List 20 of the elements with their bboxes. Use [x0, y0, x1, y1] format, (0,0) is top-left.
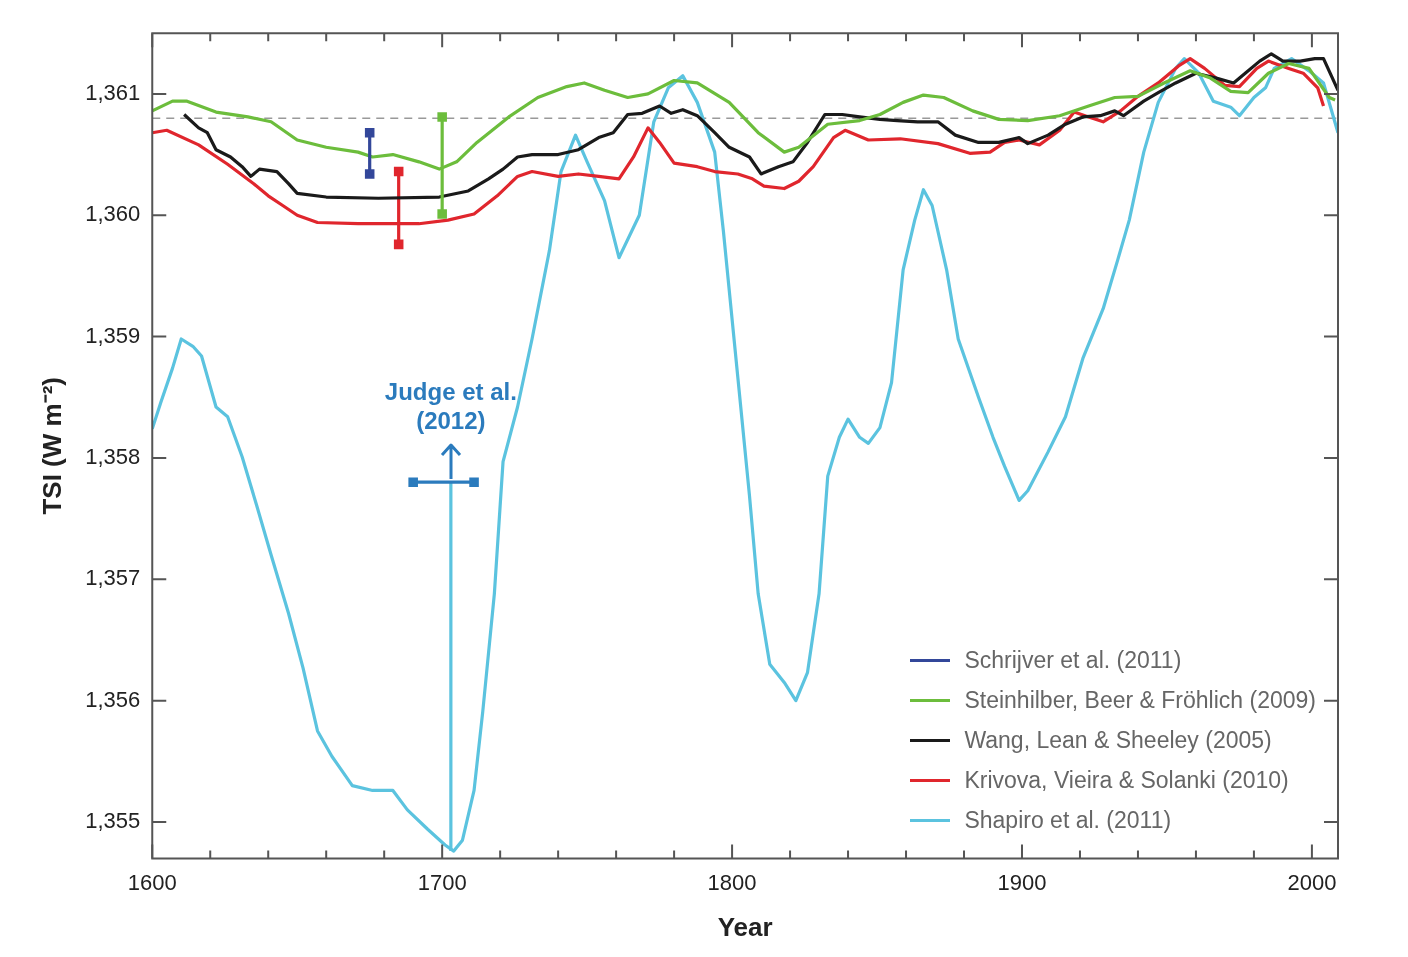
y-tick-label: 1,358 — [85, 444, 141, 469]
x-axis-title: Year — [717, 911, 773, 942]
y-tick-label: 1,357 — [85, 565, 141, 591]
y-tick-label: 1,360 — [85, 201, 141, 227]
y-tick-label: 1,355 — [85, 808, 141, 834]
legend-label: Krivova, Vieira & Solanki (2010) — [964, 766, 1289, 796]
legend-label: Steinhilber, Beer & Fröhlich (2009) — [964, 686, 1316, 716]
x-tick-label: 1800 — [707, 869, 757, 895]
y-tick-label: 1,359 — [85, 322, 141, 348]
y-tick-label: 1,361 — [85, 79, 141, 105]
y-axis-title: TSI (W m⁻²) — [36, 377, 67, 515]
legend-label: Wang, Lean & Sheeley (2005) — [964, 726, 1272, 756]
legend-label: Schrijver et al. (2011) — [964, 646, 1182, 676]
x-tick-label: 1900 — [997, 869, 1047, 895]
y-tick-label: 1,356 — [85, 686, 141, 712]
legend-label: Shapiro et al. (2011) — [964, 806, 1172, 836]
x-tick-label: 1600 — [127, 869, 177, 895]
annotation: Judge et al. (2012) — [384, 377, 517, 434]
x-tick-label: 2000 — [1287, 869, 1337, 895]
x-tick-label: 1700 — [417, 869, 467, 895]
